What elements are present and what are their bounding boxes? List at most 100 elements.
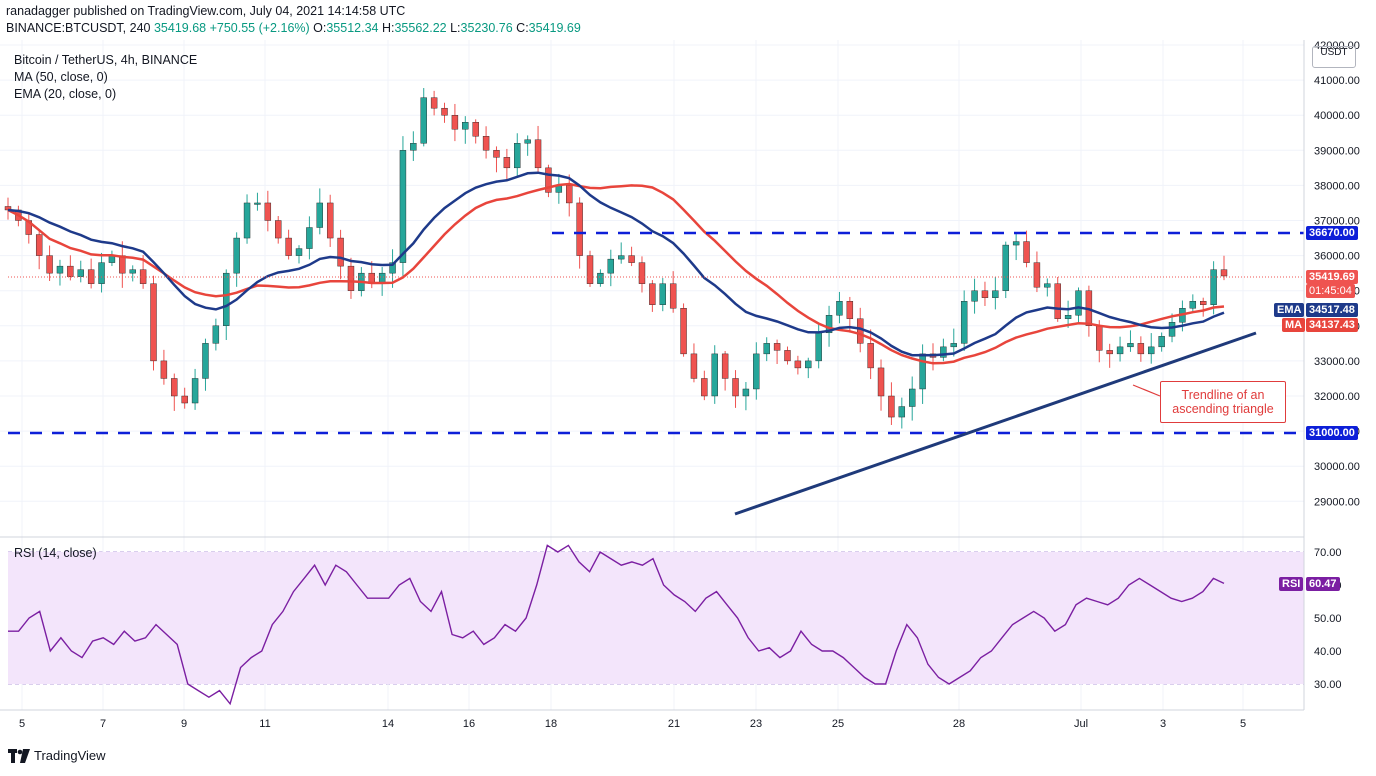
candle-body xyxy=(1168,322,1176,337)
open-value: 35512.34 xyxy=(326,21,379,35)
candle-body xyxy=(1116,346,1124,355)
footer-brand[interactable]: TradingView xyxy=(8,748,106,763)
candle-body xyxy=(919,353,926,390)
symbol-legend[interactable]: Bitcoin / TetherUS, 4h, BINANCE xyxy=(14,53,198,67)
candle-body xyxy=(877,367,885,397)
candle-body xyxy=(285,237,292,256)
rsi-line xyxy=(8,544,1225,706)
price-tick-label: 39000.00 xyxy=(1314,145,1360,157)
ma-name-tag: MA xyxy=(1282,318,1306,332)
time-tick-label: 16 xyxy=(463,718,475,730)
annotation-line-2: ascending triangle xyxy=(1172,402,1274,416)
ema-name-tag: EMA xyxy=(1274,303,1305,317)
candle-body xyxy=(534,139,542,169)
close-value: 35419.69 xyxy=(528,21,581,35)
price-tick-label: 41000.00 xyxy=(1314,75,1360,87)
time-tick-label: 9 xyxy=(181,718,187,730)
candle-body xyxy=(1075,290,1082,316)
candle-body xyxy=(597,272,604,284)
candle-body xyxy=(1002,244,1009,291)
candle-body xyxy=(347,265,355,291)
candle-body xyxy=(815,332,822,362)
ascending-trendline xyxy=(734,331,1257,516)
candle-body xyxy=(295,248,303,256)
rsi-name-tag: RSI xyxy=(1279,577,1304,591)
candle-body xyxy=(399,150,407,263)
candle-body xyxy=(306,227,313,249)
candle-body xyxy=(1189,301,1197,309)
price-tick-label: 36000.00 xyxy=(1314,251,1360,263)
ma-legend[interactable]: MA (50, close, 0) xyxy=(14,70,108,84)
candle-body xyxy=(628,255,635,263)
time-tick-label: 14 xyxy=(382,718,394,730)
candle-body xyxy=(420,97,427,144)
candle-body xyxy=(223,272,230,326)
published-line: ranadagger published on TradingView.com,… xyxy=(6,4,406,18)
candle-body xyxy=(1054,283,1061,319)
price-tick-label: 30000.00 xyxy=(1314,461,1360,473)
time-tick-label: 7 xyxy=(100,718,106,730)
price-tick-label: 37000.00 xyxy=(1314,216,1360,228)
time-tick-label: 21 xyxy=(668,718,680,730)
annotation-arrow xyxy=(1132,384,1161,397)
price-tick-label: 32000.00 xyxy=(1314,391,1360,403)
candle-body xyxy=(316,202,323,228)
candle-body xyxy=(160,360,168,379)
candle-body xyxy=(773,343,781,351)
tradingview-logo-icon xyxy=(8,748,30,763)
time-tick-label: 23 xyxy=(750,718,762,730)
candle-body xyxy=(545,167,552,193)
candle-body xyxy=(825,315,833,334)
time-tick-label: Jul xyxy=(1074,718,1088,730)
candle-body xyxy=(462,122,469,130)
rsi-value-tag: 60.47 xyxy=(1306,577,1340,591)
open-label: O: xyxy=(313,21,327,35)
candle-body xyxy=(1210,269,1217,305)
ema-line xyxy=(7,171,1225,357)
candle-body xyxy=(659,283,666,305)
candle-body xyxy=(150,283,157,362)
upper-level-tag: 36670.00 xyxy=(1306,226,1358,240)
candle-body xyxy=(857,318,864,344)
candle-body xyxy=(254,202,261,205)
candle-body xyxy=(1044,283,1051,288)
candle-body xyxy=(981,290,989,298)
candle-body xyxy=(576,202,583,256)
candle-body xyxy=(992,290,999,298)
candle-body xyxy=(805,360,812,369)
candle-body xyxy=(669,283,677,309)
lower-level-tag: 31000.00 xyxy=(1306,426,1358,440)
price-tick-label: 38000.00 xyxy=(1314,180,1360,192)
candle-body xyxy=(732,378,739,397)
candle-body xyxy=(971,290,978,302)
candle-body xyxy=(77,269,84,277)
time-axis[interactable]: 5 7 9 11 14 16 18 21 23 25 28 Jul 3 5 xyxy=(19,718,1246,730)
close-label: C: xyxy=(516,21,529,35)
candle-body xyxy=(389,262,396,274)
ohlc-line: BINANCE:BTCUSDT, 240 35419.68 +750.55 (+… xyxy=(6,21,581,35)
rsi-band xyxy=(8,552,1304,684)
ema-legend[interactable]: EMA (20, close, 0) xyxy=(14,87,117,101)
candle-body xyxy=(960,301,968,344)
candle-body xyxy=(763,343,770,355)
candle-body xyxy=(87,269,95,284)
candle-body xyxy=(1096,325,1103,351)
candle-body xyxy=(181,395,188,404)
time-tick-label: 3 xyxy=(1160,718,1166,730)
candle-body xyxy=(524,139,531,144)
candle-body xyxy=(950,343,957,348)
time-tick-label: 5 xyxy=(19,718,25,730)
candle-body xyxy=(742,388,750,397)
candle-body xyxy=(410,143,417,151)
candle-body xyxy=(1137,343,1145,355)
candle-body xyxy=(482,136,490,151)
candle-body xyxy=(191,378,199,404)
candle-body xyxy=(566,185,573,204)
ma-line xyxy=(7,182,1225,365)
candle-body xyxy=(171,378,178,397)
rsi-legend[interactable]: RSI (14, close) xyxy=(14,546,97,560)
candle-body xyxy=(638,262,646,284)
time-tick-label: 28 xyxy=(953,718,965,730)
candle-body xyxy=(503,157,511,169)
